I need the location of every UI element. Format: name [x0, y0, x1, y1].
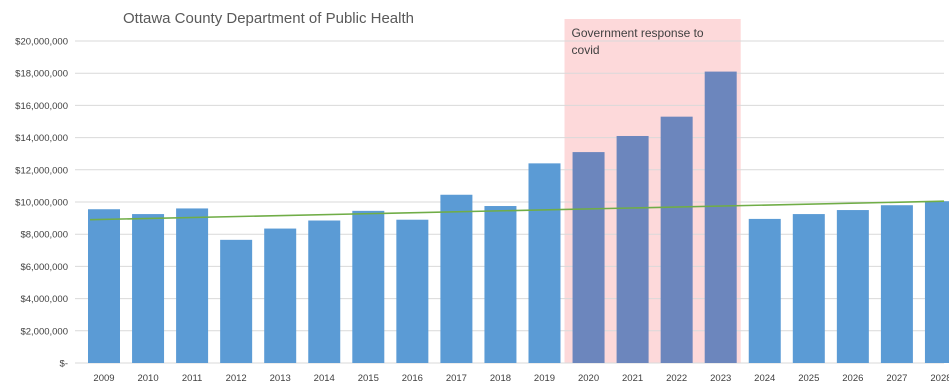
x-tick-label: 2020: [578, 373, 599, 384]
y-tick-label: $4,000,000: [20, 294, 68, 305]
highlight-annotation: Government response to covid: [572, 26, 704, 57]
bar-2012: [220, 239, 253, 363]
x-tick-label: 2009: [93, 373, 114, 384]
x-tick-label: 2016: [402, 373, 423, 384]
x-axis-tick-labels: 2009 2010 2011 2012 2013 2014 2015 2016 2017 2018…: [93, 373, 949, 384]
x-tick-label: 2023: [710, 373, 731, 384]
bar-2018: [484, 206, 517, 363]
y-tick-label: $6,000,000: [20, 262, 68, 273]
x-tick-label: 2022: [666, 373, 687, 384]
bar-2023: [704, 71, 737, 363]
x-tick-label: 2024: [754, 373, 775, 384]
x-tick-label: 2014: [314, 373, 335, 384]
bar-2028: [924, 201, 949, 363]
bar-2016: [396, 219, 429, 363]
y-axis-tick-labels: $- $2,000,000 $4,000,000 $6,000,000 $8,000,0…: [15, 37, 68, 370]
highlight-annotation-line: Government response to: [572, 26, 704, 40]
bar-2017: [440, 194, 473, 363]
x-tick-label: 2017: [446, 373, 467, 384]
y-tick-label: $18,000,000: [15, 69, 68, 80]
y-tick-label: $16,000,000: [15, 101, 68, 112]
x-tick-label: 2025: [798, 373, 819, 384]
x-tick-label: 2011: [182, 373, 202, 384]
trendline: [89, 200, 945, 221]
highlight-annotation-line: covid: [572, 43, 600, 57]
bar-2026: [836, 210, 869, 363]
bar-2022: [660, 116, 693, 363]
bar-2015: [352, 210, 385, 363]
trendline-layer: [89, 200, 945, 221]
bar-2011: [176, 208, 209, 363]
bar-2010: [132, 214, 165, 363]
bar-2024: [748, 218, 781, 363]
y-tick-label: $8,000,000: [20, 230, 68, 241]
x-tick-label: 2015: [358, 373, 379, 384]
x-tick-label: 2019: [534, 373, 555, 384]
bar-2027: [880, 205, 913, 363]
y-tick-label: $20,000,000: [15, 37, 68, 48]
y-tick-label: $12,000,000: [15, 165, 68, 176]
x-tick-label: 2026: [842, 373, 863, 384]
bar-2021: [616, 135, 649, 363]
bar-2020: [572, 152, 605, 363]
x-tick-label: 2021: [622, 373, 643, 384]
bar-2013: [264, 228, 297, 363]
x-tick-label: 2010: [137, 373, 158, 384]
bar-2009: [88, 209, 120, 363]
x-tick-label: 2012: [226, 373, 247, 384]
x-tick-label: 2027: [886, 373, 907, 384]
y-tick-label: $10,000,000: [15, 198, 68, 209]
bar-2019: [528, 163, 561, 363]
y-tick-label: $14,000,000: [15, 133, 68, 144]
y-tick-label: $-: [60, 359, 68, 370]
x-tick-label: 2018: [490, 373, 511, 384]
bar-2025: [792, 214, 825, 363]
bars: [88, 71, 949, 363]
bar-2014: [308, 220, 341, 363]
chart-title: Ottawa County Department of Public Healt…: [123, 10, 414, 27]
x-tick-label: 2013: [270, 373, 291, 384]
x-tick-label: 2028: [930, 373, 949, 384]
y-tick-label: $2,000,000: [20, 326, 68, 337]
